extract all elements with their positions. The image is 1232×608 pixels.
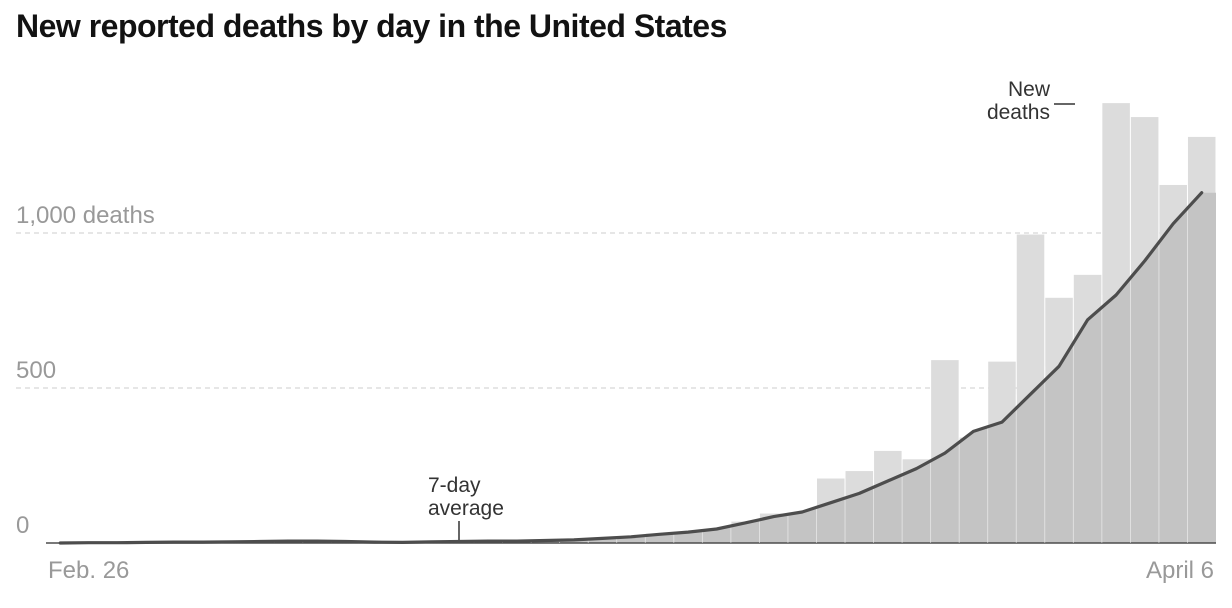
average-line <box>58 191 1204 545</box>
y-axis-ticks: 0 500 1,000 deaths <box>16 202 155 539</box>
x-tick-end: April 6 <box>1146 557 1214 584</box>
annotation-average-line1: 7-day <box>428 474 481 497</box>
y-tick-label-500: 500 <box>16 357 56 384</box>
annotation-average-line2: average <box>428 497 504 520</box>
annotation-new-deaths-line2: deaths <box>987 101 1050 124</box>
average-area <box>46 192 1216 543</box>
x-tick-start: Feb. 26 <box>48 557 129 584</box>
annotation-new-deaths-line1: New <box>1008 78 1051 101</box>
annotation-average: 7-day average <box>428 474 504 540</box>
chart-title: New reported deaths by day in the United… <box>16 8 727 44</box>
gridlines <box>16 232 1216 389</box>
y-tick-label-0: 0 <box>16 512 29 539</box>
annotation-new-deaths: New deaths <box>987 78 1075 124</box>
y-tick-label-1000: 1,000 deaths <box>16 202 155 229</box>
